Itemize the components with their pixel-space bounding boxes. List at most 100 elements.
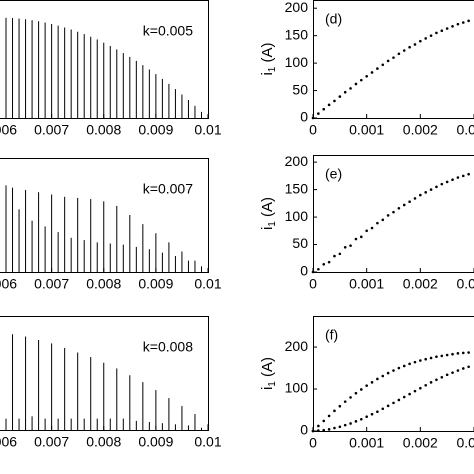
plot-frame	[313, 316, 474, 432]
data-point	[376, 221, 379, 225]
data-point	[327, 414, 331, 418]
y-tick-label: 100	[285, 380, 309, 396]
data-point	[386, 59, 390, 63]
data-point	[408, 200, 411, 203]
y-tick-label: 200	[285, 338, 309, 354]
data-point	[354, 391, 358, 395]
x-tick-label: 0.008	[86, 122, 121, 138]
data-point	[392, 56, 395, 59]
data-point	[317, 424, 320, 428]
x-tick-label: 0.003	[456, 122, 474, 138]
data-point	[322, 419, 326, 423]
data-point	[354, 82, 358, 86]
data-point	[419, 359, 422, 362]
data-point	[360, 78, 363, 82]
data-point	[408, 45, 411, 49]
data-point	[435, 355, 438, 359]
x-tick-label: 0.001	[349, 122, 384, 138]
y-tick-label: 150	[285, 26, 309, 42]
y-axis-label-unit: (A)	[259, 357, 276, 377]
x-tick-label: 0.01	[194, 122, 221, 138]
data-point	[392, 210, 395, 214]
plot-frame	[313, 155, 474, 273]
panel-label: (e)	[325, 166, 342, 182]
data-point	[322, 107, 326, 111]
data-point	[451, 178, 454, 182]
data-point	[413, 43, 417, 46]
data-point	[429, 34, 433, 37]
data-point	[451, 352, 454, 356]
data-point	[333, 254, 336, 258]
data-point	[445, 27, 449, 30]
data-point	[461, 174, 465, 178]
data-point	[445, 373, 449, 377]
data-point	[386, 371, 390, 375]
data-point	[467, 351, 470, 354]
data-point	[311, 429, 315, 433]
x-tick-label: 0.009	[138, 434, 173, 450]
data-point	[370, 71, 374, 74]
data-point	[381, 218, 385, 222]
data-point	[402, 364, 406, 368]
data-point	[311, 116, 315, 120]
annotation: k=0.005	[143, 23, 193, 39]
data-point	[343, 400, 347, 403]
data-point	[370, 226, 374, 230]
x-tick-label: 0.009	[138, 122, 173, 138]
data-point	[424, 37, 428, 40]
y-axis-label: i1 (A)	[259, 197, 278, 230]
data-point	[429, 356, 433, 360]
data-point	[456, 352, 460, 355]
y-tick-label: 100	[285, 54, 309, 70]
y-axis-label-subscript: 1	[267, 66, 278, 72]
data-point	[338, 425, 342, 429]
data-point	[451, 371, 454, 374]
x-tick-label: 0	[309, 276, 317, 292]
x-tick-label: 0	[309, 122, 317, 138]
x-tick-label: 0.002	[403, 435, 438, 451]
x-tick-label: 0.001	[349, 276, 384, 292]
data-point	[424, 383, 428, 387]
data-point	[333, 426, 336, 430]
x-tick-label: 0	[309, 435, 317, 451]
data-point	[376, 377, 379, 381]
data-point	[397, 398, 401, 402]
y-axis-label-subscript: 1	[267, 381, 278, 387]
data-point	[461, 351, 465, 355]
y-axis-label-subscript: 1	[267, 221, 278, 227]
data-point	[338, 252, 342, 256]
data-point	[381, 63, 385, 67]
data-point	[445, 353, 449, 357]
data-point	[365, 384, 368, 387]
data-point	[386, 214, 390, 217]
data-point	[360, 388, 363, 391]
data-point	[440, 375, 444, 379]
data-point	[322, 263, 326, 266]
data-point	[413, 360, 417, 364]
data-point	[343, 90, 347, 94]
panel-label: (f)	[325, 327, 338, 343]
data-point	[392, 401, 395, 405]
annotation: k=0.008	[143, 339, 193, 355]
x-tick-label: 0.003	[456, 276, 474, 292]
data-point	[370, 412, 374, 416]
data-point	[338, 404, 342, 408]
y-tick-label: 150	[285, 180, 309, 196]
data-point	[397, 366, 401, 370]
data-point	[333, 99, 336, 103]
data-point	[354, 237, 358, 241]
data-point	[349, 244, 352, 247]
data-point	[445, 180, 449, 184]
data-point	[429, 188, 433, 191]
data-point	[327, 260, 331, 264]
y-tick-label: 0	[300, 263, 308, 279]
y-axis-label-unit: (A)	[259, 42, 276, 62]
data-point	[397, 206, 401, 210]
x-tick-label: 0.01	[194, 434, 221, 450]
y-tick-label: 0	[300, 422, 308, 438]
x-tick-label: 0.003	[456, 435, 474, 451]
data-point	[365, 229, 368, 233]
y-tick-label: 200	[285, 0, 309, 15]
data-point	[467, 172, 470, 176]
y-axis-label: i1 (A)	[259, 357, 278, 390]
